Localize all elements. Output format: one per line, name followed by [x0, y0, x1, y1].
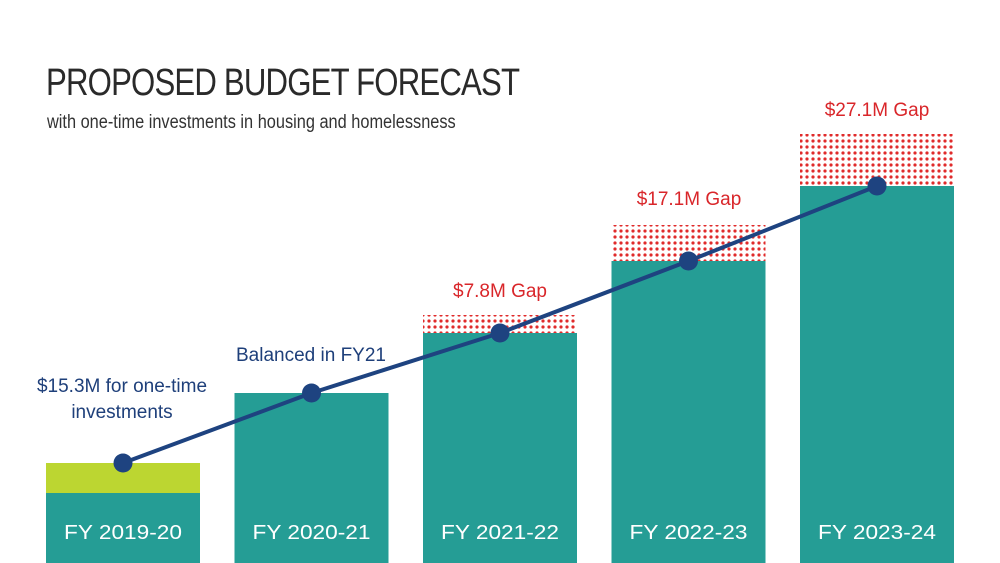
forecast-point-5 [867, 176, 887, 196]
labels-layer: FY 2019-20 FY 2020-21 FY 2021-22 FY 2022-23… [64, 522, 936, 544]
forecast-point-4 [679, 251, 698, 271]
gap-label-fy2023-24: $27.1M Gap [825, 100, 930, 121]
category-label-1: FY 2019-20 [64, 522, 182, 544]
forecast-line-layer [113, 176, 887, 473]
forecast-point-2 [302, 383, 321, 403]
category-label-3: FY 2021-22 [441, 522, 559, 544]
bar-2 [234, 393, 389, 563]
forecast-point-3 [490, 323, 510, 343]
annotations-layer: $15.3M for one-time investments Balanced i… [37, 100, 929, 423]
bar-5 [800, 186, 954, 563]
bars-layer [46, 134, 954, 563]
balanced-note: Balanced in FY21 [236, 345, 386, 366]
gap-label-fy2021-22: $7.8M Gap [453, 281, 547, 302]
chart-title: PROPOSED BUDGET FORECAST [46, 62, 520, 104]
gap-label-fy2022-23: $17.1M Gap [637, 189, 742, 210]
one-time-investment-note: $15.3M for one-time investments [37, 376, 207, 423]
forecast-point-1 [113, 453, 133, 473]
category-label-5: FY 2023-24 [818, 522, 936, 544]
category-label-4: FY 2022-23 [630, 522, 748, 544]
category-label-2: FY 2020-21 [253, 522, 371, 544]
chart-subtitle: with one-time investments in housing and… [47, 112, 456, 133]
bar-1 [46, 493, 200, 563]
bar-4 [611, 261, 766, 563]
bar-3 [423, 333, 577, 563]
